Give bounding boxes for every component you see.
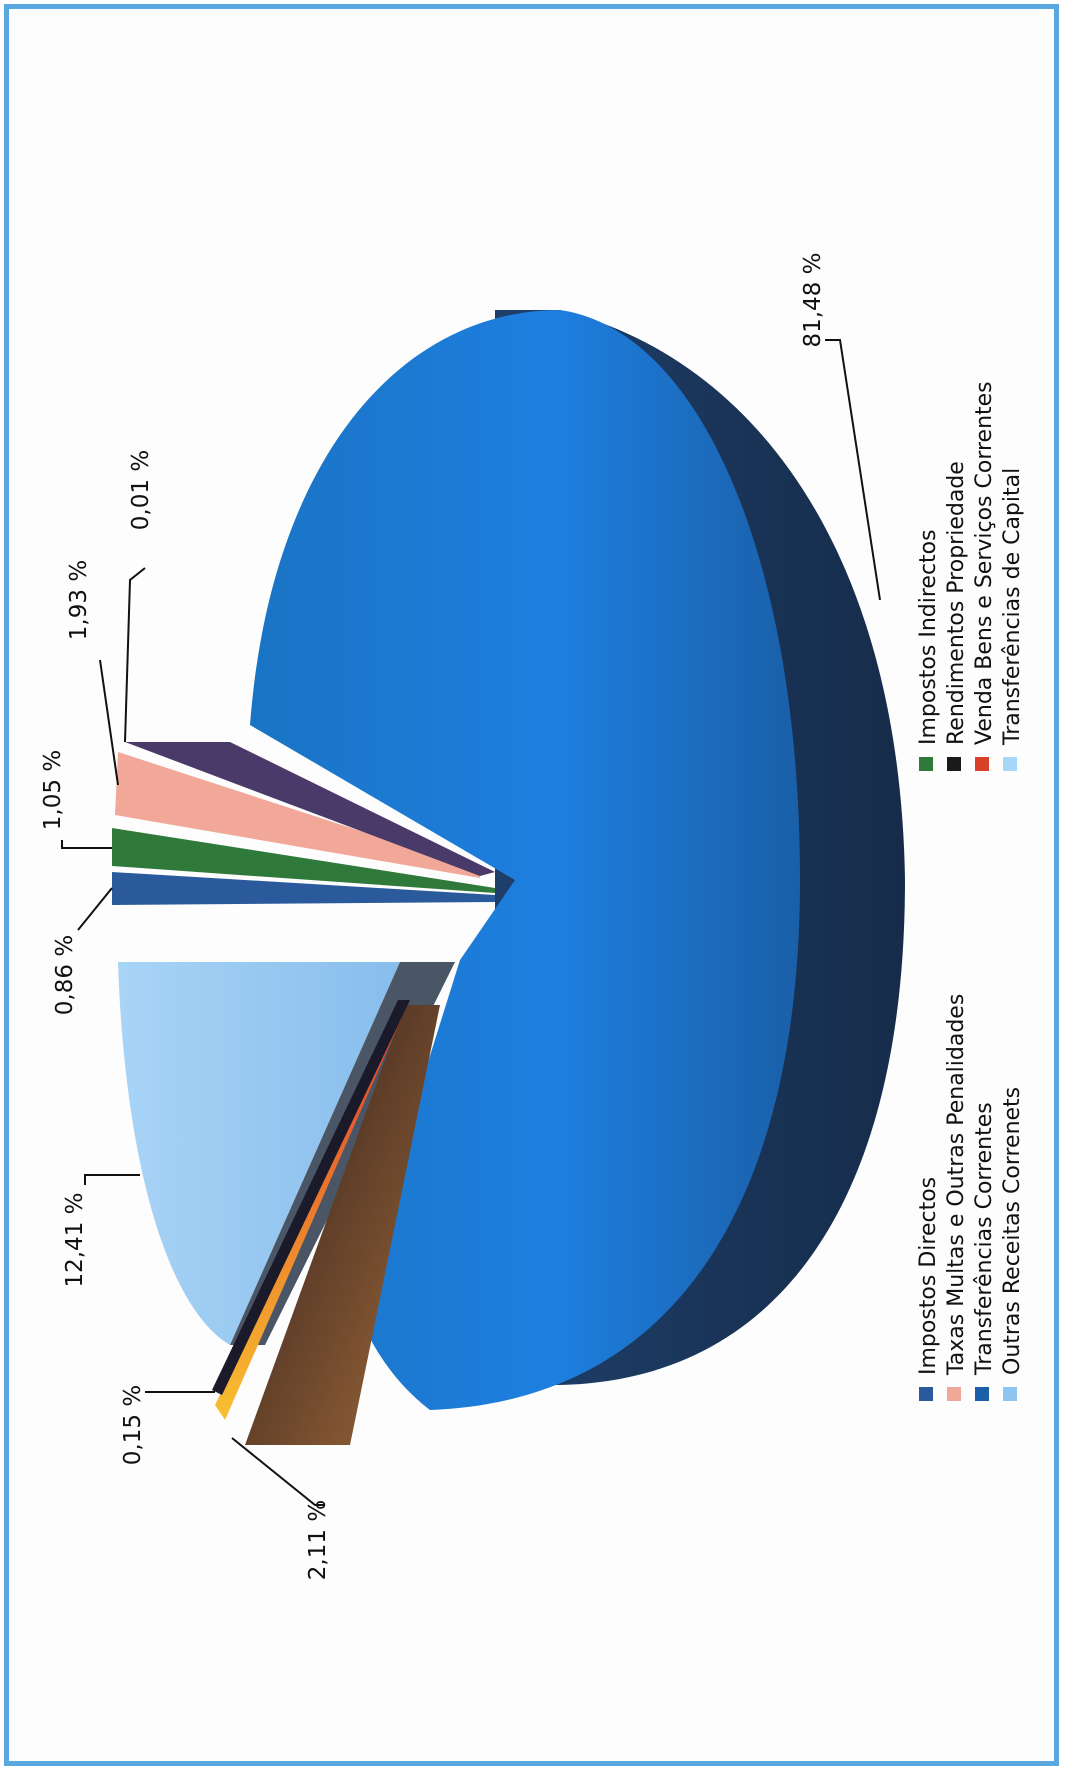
legend-swatch [975,757,989,771]
slice-venda-bens [215,1005,440,1445]
leader-001 [124,567,146,743]
legend-item-0-2: Transferências Correntes [972,1102,997,1401]
legend-swatch [947,757,961,771]
slice-top-main [250,310,800,1410]
slice-taxas-multas [115,752,480,878]
leader-211 [231,1437,325,1506]
legend-label: Rendimentos Propriedade [944,461,969,745]
data-label-4: 81,48 % [800,252,826,347]
slice-transferencias-capital [212,1000,410,1395]
legend-label: Taxas Multas e Outras Penalidades [944,994,969,1376]
legend-item-0-1: Taxas Multas e Outras Penalidades [944,994,969,1401]
data-label-1: 1,05 % [40,750,66,830]
legend-label: Outras Receitas Correnets [1000,1087,1025,1375]
legend-item-1-2: Venda Bens e Serviços Correntes [972,381,997,771]
legend-item-1-0: Impostos Indirectos [916,529,941,771]
legend-item-1-3: Transferências de Capital [1000,468,1025,771]
data-label-6: 12,41 % [62,1192,88,1287]
legend-swatch [919,1387,933,1401]
legend-item-1-1: Rendimentos Propriedade [944,461,969,771]
legend-label: Venda Bens e Serviços Correntes [972,381,997,745]
slice-impostos-indirectos [112,828,495,893]
data-label-5: 2,11 % [305,1500,331,1580]
slice-impostos-directos [112,872,495,905]
legend-swatch [947,1387,961,1401]
leader-193 [99,659,119,786]
legend-label: Impostos Indirectos [916,529,941,745]
leader-lines [61,339,881,1506]
leader-105 [61,840,112,849]
legend-label: Transferências de Capital [1000,468,1025,746]
legend-swatch [919,757,933,771]
data-label-3: 0,01 % [128,450,154,530]
leader-1241 [84,1174,140,1185]
legend-item-0-0: Impostos Directos [916,1177,941,1401]
data-label-0: 0,86 % [52,935,78,1015]
legend-swatch [1003,1387,1017,1401]
legend-label: Transferências Correntes [972,1102,997,1376]
leader-8148 [825,339,881,601]
legend-label: Impostos Directos [916,1177,941,1375]
data-label-7: 0,15 % [120,1385,146,1465]
legend-swatch [1003,757,1017,771]
legend: Impostos Directos Taxas Multas e Outras P… [916,381,1025,1401]
slice-rendimentos [125,742,495,876]
legend-swatch [975,1387,989,1401]
legend-item-0-3: Outras Receitas Correnets [1000,1087,1025,1401]
leader-086 [77,887,113,931]
slice-transferencias-correntes [250,310,905,1410]
data-label-2: 1,93 % [66,560,92,640]
